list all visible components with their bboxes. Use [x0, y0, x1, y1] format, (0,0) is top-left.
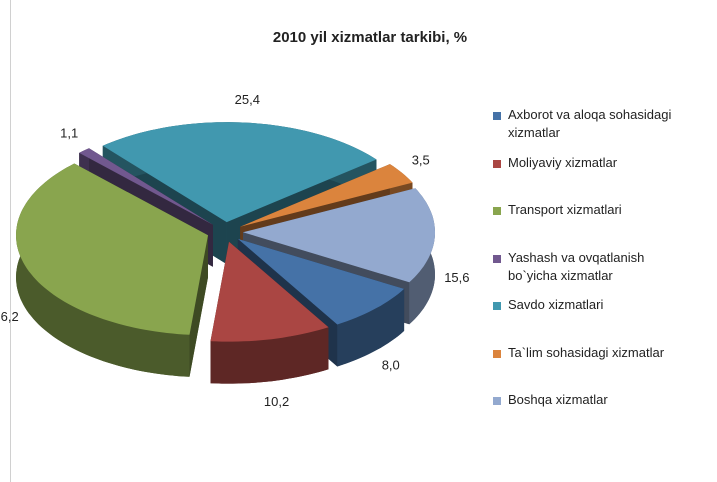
legend-label: Ta`lim sohasidagi xizmatlar: [508, 344, 665, 360]
legend-swatch: [493, 349, 501, 358]
slice-rim: [16, 163, 190, 377]
legend-entry: Axborot va aloqa sohasidagi xizmatlar: [493, 106, 693, 154]
legend-swatch: [493, 207, 501, 215]
legend-label: Axborot va aloqa sohasidagi xizmatlar: [508, 107, 672, 140]
data-label: 15,6: [444, 270, 469, 285]
legend-entry: Savdo xizmatlari: [493, 296, 693, 344]
data-label: 10,2: [264, 394, 289, 409]
legend-entry: Ta`lim sohasidagi xizmatlar: [493, 344, 693, 392]
legend-entry: Moliyaviy xizmatlar: [493, 154, 693, 202]
slice: [237, 238, 405, 325]
legend: Axborot va aloqa sohasidagi xizmatlar Mol…: [493, 106, 693, 439]
legend-swatch: [493, 397, 501, 405]
legend-entry: Transport xizmatlari: [493, 201, 693, 249]
legend-label: Savdo xizmatlari: [508, 297, 604, 312]
data-label: 25,4: [235, 92, 260, 107]
slice: [16, 163, 208, 335]
slice: [79, 148, 213, 225]
data-label: 3,5: [412, 153, 430, 168]
slice-rim: [210, 327, 329, 384]
legend-label: Yashash va ovqatlanish bo`yicha xizmatla…: [508, 249, 645, 283]
slice: [240, 164, 413, 227]
data-label: 1,1: [60, 126, 78, 141]
data-label: 8,0: [382, 358, 400, 373]
legend-label: Transport xizmatlari: [508, 202, 622, 217]
legend-label: Moliyaviy xizmatlar: [508, 154, 618, 170]
slice: [102, 122, 377, 223]
legend-swatch: [493, 254, 501, 263]
slice-rim: [337, 288, 405, 367]
legend-swatch: [493, 302, 501, 310]
slice: [210, 241, 329, 342]
data-label: 36,2: [0, 309, 19, 324]
legend-entry: Boshqa xizmatlar: [493, 391, 693, 439]
legend-swatch: [493, 112, 501, 120]
legend-entry: Yashash va ovqatlanish bo`yicha xizmatla…: [493, 249, 693, 297]
legend-label: Boshqa xizmatlar: [508, 392, 608, 407]
chart-title: 2010 yil xizmatlar tarkibi, %: [273, 29, 467, 46]
slice: [243, 188, 435, 283]
legend-swatch: [493, 159, 501, 168]
